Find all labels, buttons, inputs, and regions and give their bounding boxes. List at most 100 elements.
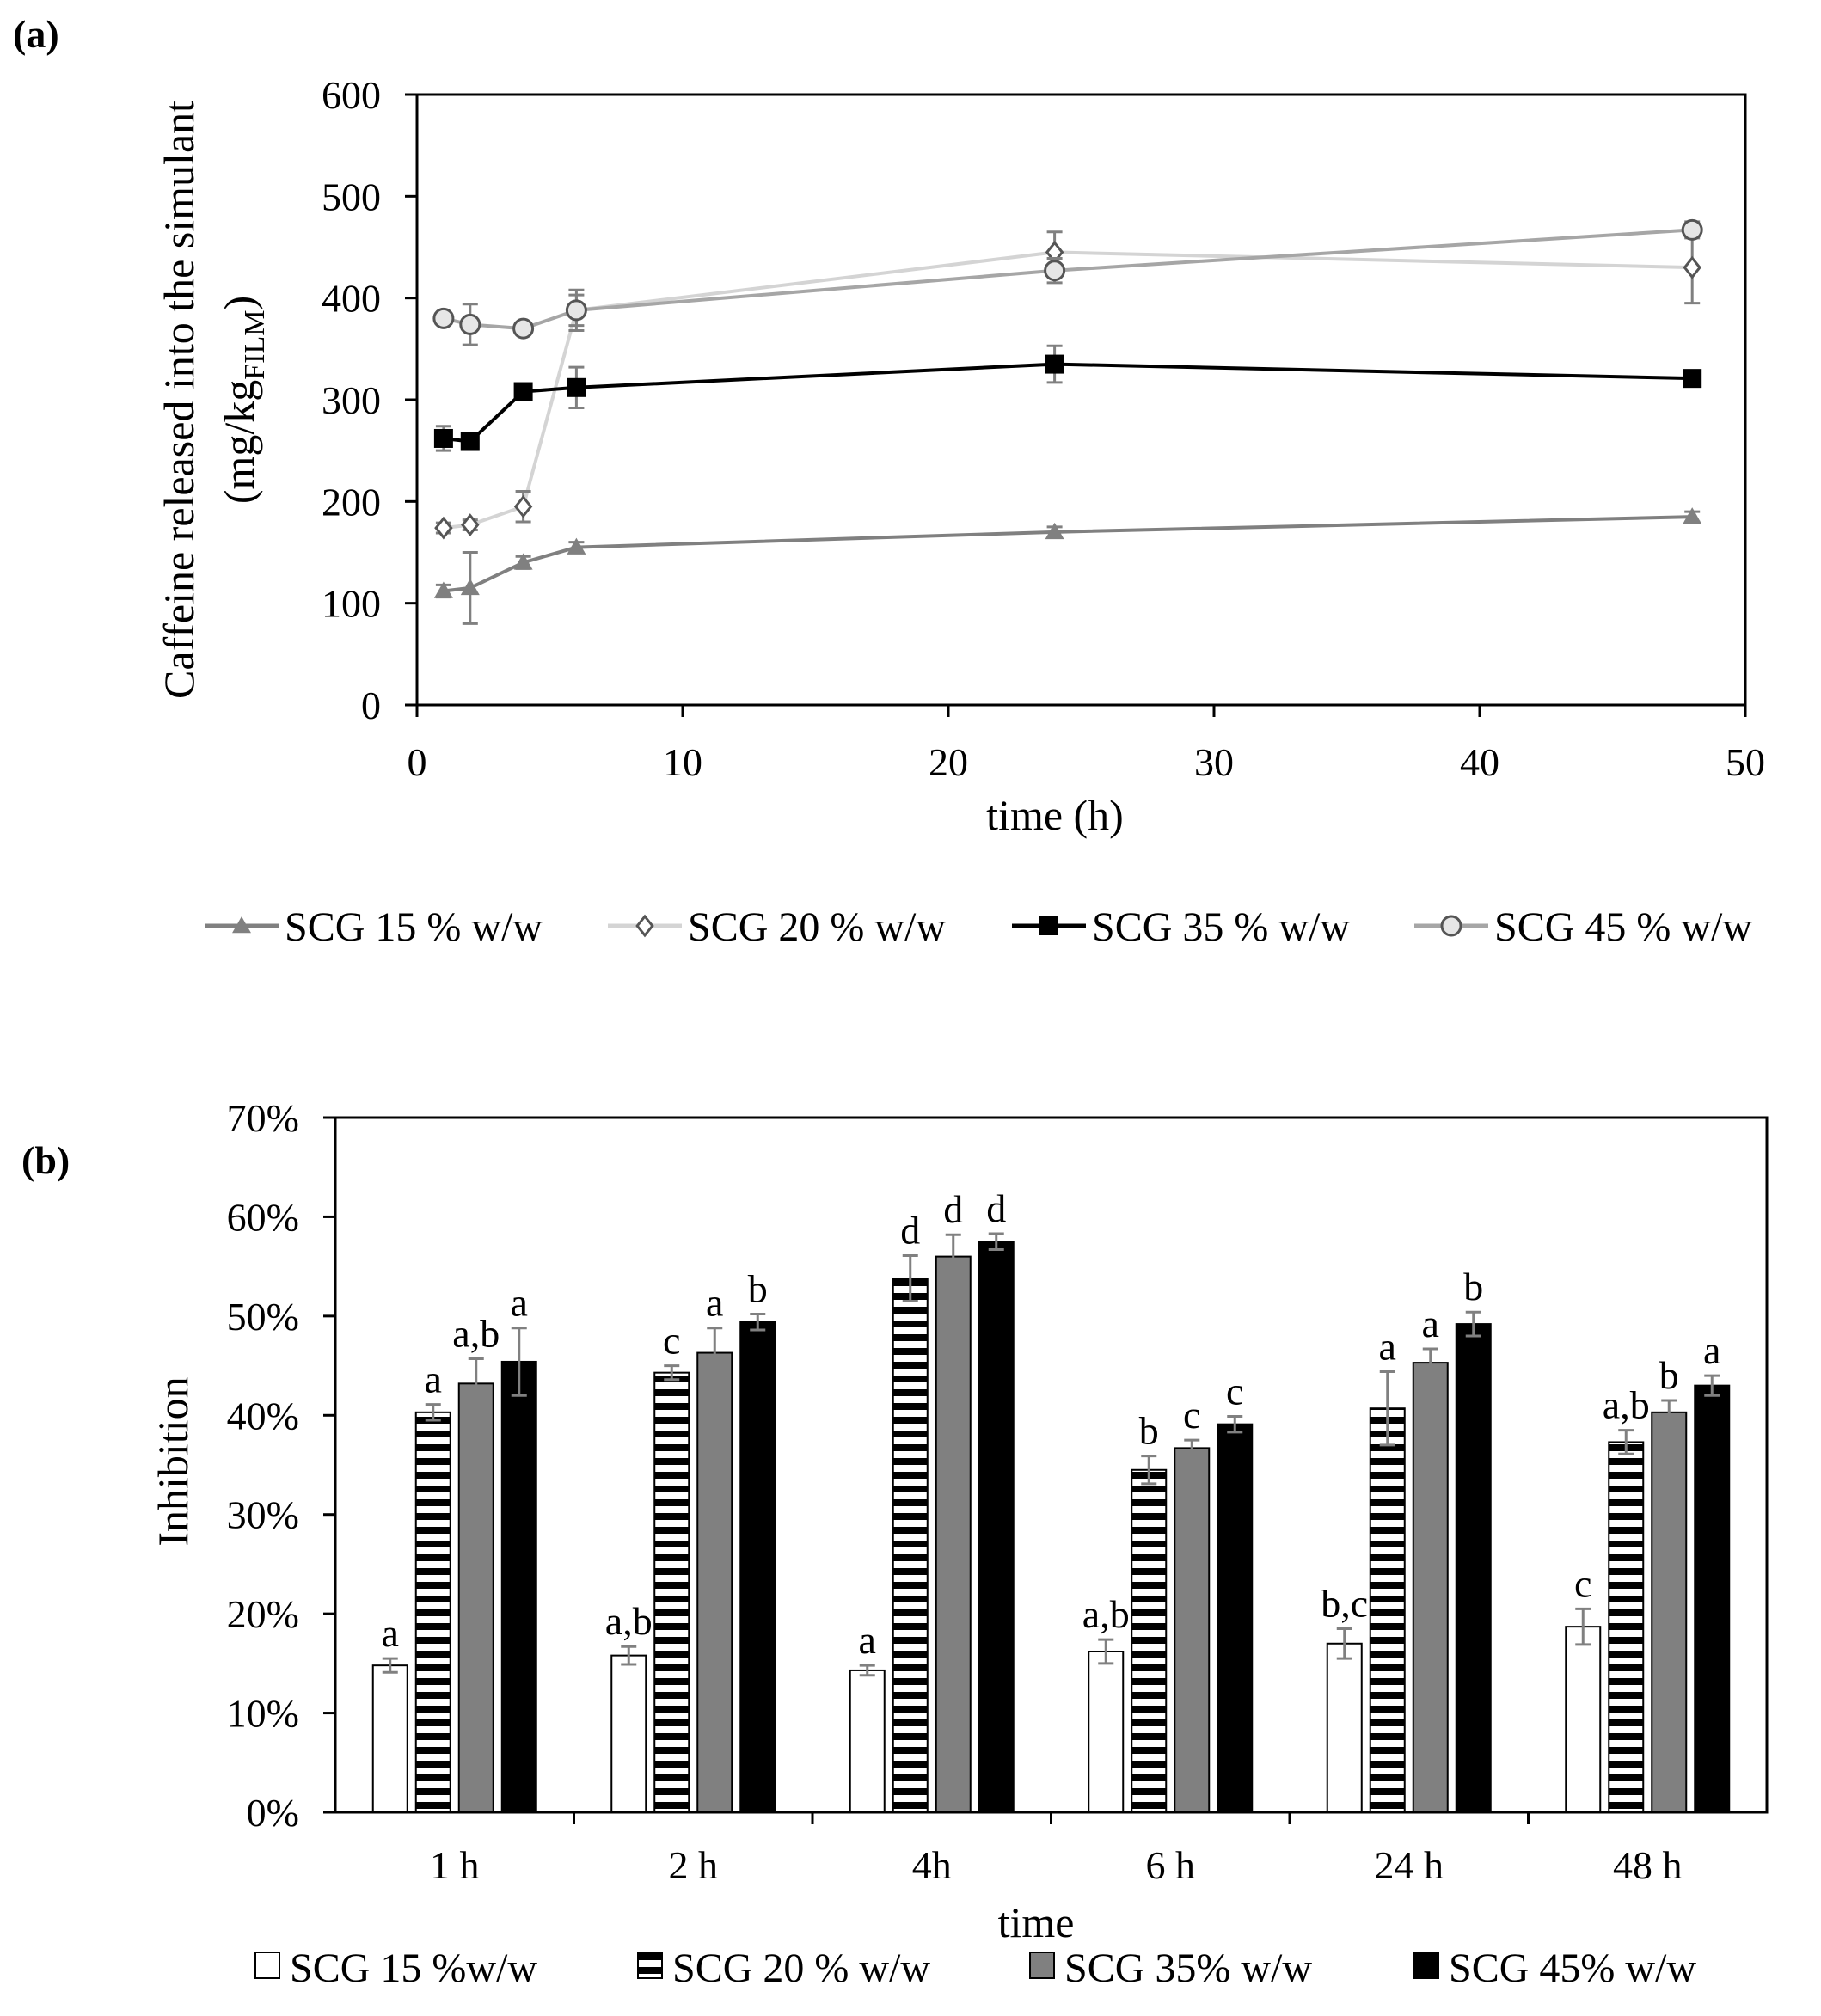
chart-b-bar	[653, 1371, 690, 1814]
chart-b-significance-label: c	[663, 1319, 680, 1363]
chart-a-xtick-label: 30	[1194, 740, 1234, 784]
chart-b-bar	[457, 1382, 494, 1813]
chart-a-data-point	[513, 494, 533, 518]
chart-b-significance-label: a,b	[452, 1311, 500, 1355]
chart-b-significance-label: a,b	[605, 1599, 653, 1643]
chart-a-ylabel-main: Caffeine released into the simulant	[155, 101, 203, 699]
chart-b-bar	[1369, 1407, 1406, 1813]
chart-a-data-point	[1045, 354, 1064, 374]
chart-b-category-label: 1 h	[430, 1843, 480, 1887]
chart-b-ytick-label: 10%	[227, 1692, 299, 1736]
chart-a-ytick-label: 500	[322, 175, 381, 218]
chart-b-significance-label: a	[859, 1618, 876, 1662]
chart-a-legend-marker	[1440, 915, 1462, 937]
chart-b-significance-label: a	[511, 1281, 528, 1325]
chart-b-significance-label: a	[382, 1611, 399, 1655]
chart-b-legend-item-4: SCG 45% w/w	[1413, 1946, 1696, 1991]
chart-b-ytick-label: 30%	[227, 1493, 299, 1537]
chart-b-significance-label: a	[1379, 1324, 1396, 1368]
chart-a-data-point	[1681, 218, 1703, 241]
chart-b-ytick-label: 50%	[227, 1295, 299, 1339]
chart-b-ticks: 0% 10% 20% 30% 40% 50% 60% 70% 1 h 2 h 4h 6 h 24 h 48…	[227, 1096, 1683, 1887]
chart-b-legend-swatch	[637, 1952, 663, 1979]
chart-b-significance-label: d	[943, 1187, 963, 1231]
chart-b-significance-label: a	[1703, 1328, 1720, 1372]
chart-b-bar	[414, 1411, 451, 1814]
chart-b-bar	[1412, 1362, 1449, 1813]
chart-a-ytick-label: 200	[322, 480, 381, 524]
chart-b-significance-label: d	[900, 1208, 920, 1252]
chart-b-ylabel: Inhibition	[149, 1376, 197, 1546]
chart-b-significance-label: c	[1226, 1369, 1243, 1412]
chart-b-significance-label: c	[1574, 1561, 1591, 1605]
chart-b-bar	[978, 1241, 1015, 1814]
chart-b-legend-label: SCG 35% w/w	[1064, 1946, 1312, 1991]
chart-b-significance-label: a	[706, 1281, 723, 1325]
chart-b-group-4: a,bb cc	[1082, 1369, 1254, 1814]
chart-a-ylabel-unit: (mg/kgFILM)	[215, 296, 271, 504]
chart-b-legend-swatch	[1029, 1952, 1055, 1979]
chart-a-data-point	[1683, 369, 1702, 389]
chart-b-bar	[371, 1664, 408, 1814]
chart-a-data-point	[433, 428, 453, 448]
chart-a-data-point	[1683, 507, 1702, 524]
chart-b-bar	[1651, 1411, 1688, 1814]
chart-b-group-2: a,b ca b	[605, 1267, 776, 1814]
chart-a-series	[432, 218, 1703, 625]
chart-b-significance-label: b	[748, 1267, 768, 1311]
chart-b-bar	[696, 1351, 733, 1813]
chart-a-legend-marker	[232, 916, 251, 934]
chart-b-significance-label: d	[986, 1186, 1006, 1230]
chart-b-category-label: 24 h	[1375, 1843, 1444, 1887]
chart-a-ytick-label: 300	[322, 378, 381, 422]
chart-b-ytick-label: 0%	[247, 1791, 299, 1835]
chart-a-series-line	[443, 362, 1693, 444]
chart-b-legend-item-3: SCG 35% w/w	[1029, 1946, 1312, 1991]
chart-b-group-6: c a,bba	[1565, 1328, 1731, 1814]
chart-a-data-point	[513, 553, 533, 570]
chart-b-legend-label: SCG 20 % w/w	[672, 1946, 930, 1991]
chart-a-ytick-label: 400	[322, 277, 381, 321]
chart-a-data-point	[513, 382, 533, 401]
chart-a-data-point	[460, 578, 480, 596]
chart-a-legend-label: SCG 35 % w/w	[1092, 904, 1350, 950]
chart-b-bar	[1088, 1651, 1125, 1814]
chart-b-legend-label: SCG 15 %w/w	[290, 1946, 537, 1991]
chart-b-bar	[935, 1255, 972, 1813]
chart-a-ytick-label: 0	[361, 683, 381, 727]
chart-b-bar	[1131, 1468, 1168, 1814]
chart-b-legend-swatch	[1413, 1952, 1439, 1979]
chart-b-ytick-label: 60%	[227, 1195, 299, 1239]
chart-b-legend-label: SCG 45% w/w	[1449, 1946, 1696, 1991]
chart-a-legend-marker	[1039, 916, 1058, 935]
chart-a-data-point	[567, 377, 586, 397]
chart-b-bar	[500, 1360, 537, 1814]
chart-a-xtick-label: 0	[408, 740, 427, 784]
chart-b-significance-label: a	[1422, 1302, 1439, 1345]
chart-a-ytick-label: 600	[322, 73, 381, 117]
chart-b-xlabel: time	[998, 1898, 1075, 1946]
chart-b-bar	[1608, 1441, 1645, 1813]
chart-b-category-label: 2 h	[669, 1843, 719, 1887]
chart-b-group-3: ad d d	[849, 1186, 1015, 1814]
chart-a-series-1	[433, 507, 1702, 625]
chart-a-legend-label: SCG 45 % w/w	[1494, 904, 1752, 950]
chart-a-data-point	[460, 432, 480, 451]
chart-b-ytick-label: 70%	[227, 1096, 299, 1140]
chart-a-xtick-label: 50	[1726, 740, 1765, 784]
chart-a-xlabel: time (h)	[986, 791, 1124, 839]
panel-b-label: (b)	[21, 1138, 70, 1182]
chart-b-legend-item-1: SCG 15 %w/w	[254, 1946, 537, 1991]
chart-b-bar	[1326, 1642, 1363, 1814]
chart-a-ylabel-unit-suffix: )	[215, 296, 263, 310]
chart-b-category-label: 4h	[912, 1843, 952, 1887]
chart-b-bar	[739, 1321, 776, 1813]
chart-a-ticks: 0 100 200 300 400 500 600 0 10 20 30 40 50	[322, 73, 1765, 784]
chart-a-xtick-label: 20	[929, 740, 968, 784]
chart-b-bar	[1565, 1626, 1602, 1813]
chart-b-category-label: 6 h	[1146, 1843, 1196, 1887]
chart-a-data-point	[565, 299, 587, 322]
